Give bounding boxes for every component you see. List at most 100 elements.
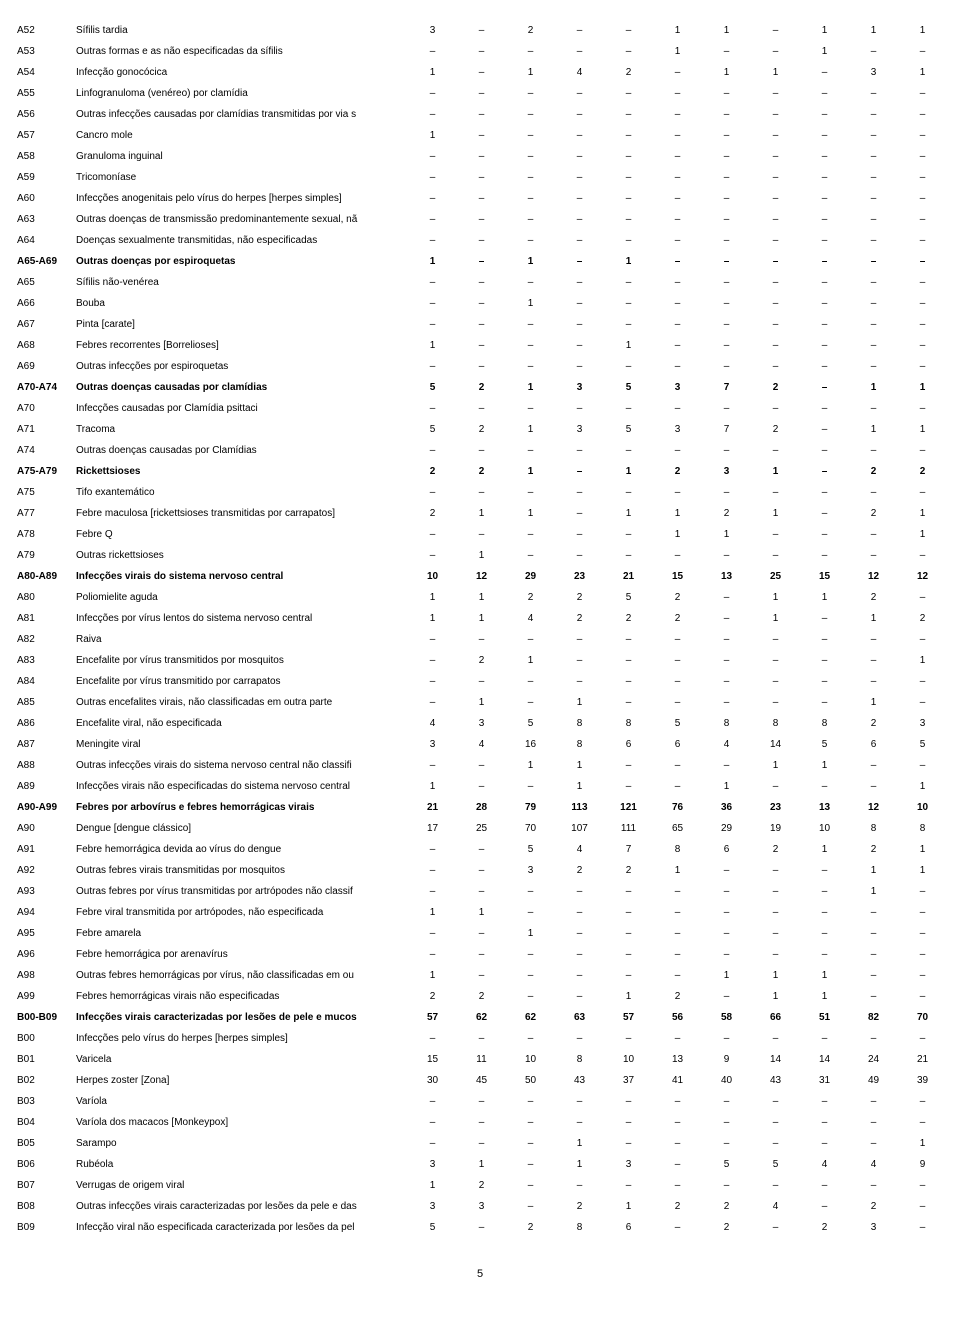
description-cell: Outras doenças por espiroquetas xyxy=(74,251,408,272)
value-cell: – xyxy=(751,293,800,314)
value-cell: – xyxy=(947,881,960,902)
value-cell: – xyxy=(555,902,604,923)
value-cell: – xyxy=(408,944,457,965)
value-cell: 1 xyxy=(898,839,947,860)
value-cell: 8 xyxy=(555,734,604,755)
value-cell: 25 xyxy=(751,566,800,587)
value-cell: 57 xyxy=(604,1007,653,1028)
value-cell: – xyxy=(702,125,751,146)
value-cell: 3 xyxy=(506,860,555,881)
value-cell: 2 xyxy=(555,587,604,608)
value-cell: – xyxy=(555,650,604,671)
value-cell: – xyxy=(898,692,947,713)
value-cell: – xyxy=(947,272,960,293)
value-cell: – xyxy=(898,125,947,146)
value-cell: – xyxy=(457,524,506,545)
value-cell: – xyxy=(800,377,849,398)
value-cell: 3 xyxy=(457,1196,506,1217)
value-cell: 1 xyxy=(800,587,849,608)
value-cell: – xyxy=(800,902,849,923)
value-cell: – xyxy=(653,629,702,650)
description-cell: Outras formas e as não especificadas da … xyxy=(74,41,408,62)
code-cell: A96 xyxy=(15,944,74,965)
value-cell: – xyxy=(604,1028,653,1049)
value-cell: – xyxy=(849,146,898,167)
value-cell: – xyxy=(800,293,849,314)
value-cell: 2 xyxy=(751,419,800,440)
value-cell: – xyxy=(555,503,604,524)
value-cell: – xyxy=(457,1028,506,1049)
value-cell: – xyxy=(555,104,604,125)
value-cell: – xyxy=(849,671,898,692)
value-cell: – xyxy=(653,1028,702,1049)
value-cell: 1 xyxy=(457,545,506,566)
value-cell: 31 xyxy=(800,1070,849,1091)
value-cell: – xyxy=(457,944,506,965)
description-cell: Rickettsioses xyxy=(74,461,408,482)
value-cell: – xyxy=(604,524,653,545)
value-cell: 8 xyxy=(702,713,751,734)
value-cell: 1 xyxy=(702,524,751,545)
value-cell: – xyxy=(751,188,800,209)
value-cell: – xyxy=(653,965,702,986)
value-cell: – xyxy=(947,146,960,167)
value-cell: – xyxy=(751,209,800,230)
value-cell: 2 xyxy=(849,587,898,608)
value-cell: 1 xyxy=(898,62,947,83)
value-cell: – xyxy=(898,629,947,650)
value-cell: 4 xyxy=(506,608,555,629)
value-cell: – xyxy=(800,356,849,377)
description-cell: Outras infecções por espiroquetas xyxy=(74,356,408,377)
table-row: B06Rubéola31–13–554495 xyxy=(15,1154,960,1175)
value-cell: – xyxy=(653,1112,702,1133)
code-cell: A54 xyxy=(15,62,74,83)
value-cell: – xyxy=(604,965,653,986)
value-cell: – xyxy=(506,440,555,461)
value-cell: – xyxy=(800,1175,849,1196)
value-cell: – xyxy=(898,335,947,356)
value-cell: – xyxy=(604,482,653,503)
value-cell: 1 xyxy=(947,1133,960,1154)
description-cell: Doenças sexualmente transmitidas, não es… xyxy=(74,230,408,251)
value-cell: 23 xyxy=(555,566,604,587)
value-cell: – xyxy=(849,755,898,776)
description-cell: Febre viral transmitida por artrópodes, … xyxy=(74,902,408,923)
value-cell: 3 xyxy=(604,1154,653,1175)
value-cell: – xyxy=(947,755,960,776)
data-table: A52Sífilis tardia3–2––11–1112A53Outras f… xyxy=(15,20,960,1238)
value-cell: – xyxy=(555,41,604,62)
value-cell: – xyxy=(849,188,898,209)
value-cell: 8 xyxy=(800,713,849,734)
value-cell: – xyxy=(751,692,800,713)
value-cell: 1 xyxy=(457,608,506,629)
value-cell: – xyxy=(457,41,506,62)
value-cell: – xyxy=(506,881,555,902)
value-cell: – xyxy=(702,293,751,314)
value-cell: 3 xyxy=(457,713,506,734)
value-cell: – xyxy=(653,230,702,251)
value-cell: – xyxy=(702,251,751,272)
description-cell: Pinta [carate] xyxy=(74,314,408,335)
description-cell: Varíola xyxy=(74,1091,408,1112)
value-cell: – xyxy=(898,146,947,167)
description-cell: Sarampo xyxy=(74,1133,408,1154)
value-cell: 62 xyxy=(457,1007,506,1028)
value-cell: – xyxy=(849,986,898,1007)
value-cell: 1 xyxy=(702,965,751,986)
description-cell: Sífilis não-venérea xyxy=(74,272,408,293)
value-cell: 2 xyxy=(604,608,653,629)
value-cell: – xyxy=(800,440,849,461)
value-cell: 2 xyxy=(849,839,898,860)
code-cell: A67 xyxy=(15,314,74,335)
value-cell: – xyxy=(898,1196,947,1217)
code-cell: A78 xyxy=(15,524,74,545)
value-cell: – xyxy=(555,209,604,230)
value-cell: 1 xyxy=(408,902,457,923)
value-cell: 1 xyxy=(604,251,653,272)
value-cell: – xyxy=(457,1133,506,1154)
table-row: A82Raiva–––––––––––– xyxy=(15,629,960,650)
value-cell: 3 xyxy=(849,62,898,83)
description-cell: Outras febres virais transmitidas por mo… xyxy=(74,860,408,881)
value-cell: – xyxy=(947,356,960,377)
value-cell: – xyxy=(800,944,849,965)
